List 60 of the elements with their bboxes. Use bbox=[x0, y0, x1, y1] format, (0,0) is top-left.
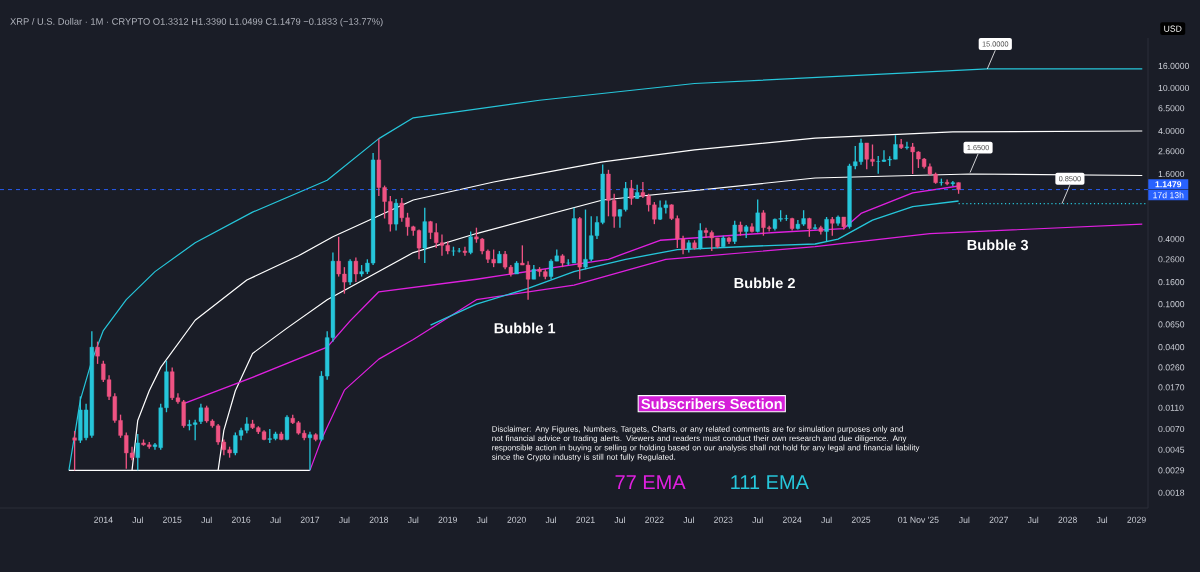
x-tick-label: 2024 bbox=[782, 516, 802, 523]
x-tick-label: 2023 bbox=[714, 516, 733, 523]
y-tick-label: 2.6000 bbox=[1158, 148, 1185, 155]
y-tick-label: 0.1000 bbox=[1158, 301, 1185, 308]
y-tick-label: 16.0000 bbox=[1158, 62, 1190, 69]
y-axis-title: USD bbox=[1164, 25, 1182, 32]
text: 77 EMA bbox=[615, 475, 686, 490]
y-tick-label: 4.0000 bbox=[1158, 127, 1185, 135]
x-tick-label: Jul bbox=[338, 516, 350, 524]
chart-title: XRP / U.S. Dollar · 1M · CRYPTO O1.3312 H1.3390 L1.0499 C1.1479 −0.1833 (−13.77%) bbox=[10, 17, 383, 27]
ref-line-label: 1.1479 bbox=[1155, 181, 1182, 188]
x-tick-label: Jul bbox=[683, 516, 694, 524]
annotation: Disclaimer: Any Figures, Numbers, Targets, Charts, or any related comments are for simulation purposes only and not financial advice or trading alerts. Viewers and readers must conduct their own research and due diligence. Any responsible action in buying or selling or holding based on our analysis shall not hold for any legal and financial liability since the Crypto industry is still not fully Regulated. bbox=[491, 425, 920, 462]
x-tick-label: 2021 bbox=[576, 516, 595, 523]
text: 17d 13h bbox=[1153, 191, 1184, 199]
x-tick-label: Jul bbox=[1027, 516, 1039, 524]
x-tick-label: Jul bbox=[752, 516, 763, 524]
x-tick-label: Jul bbox=[821, 516, 832, 524]
x-tick-label: Jul bbox=[407, 516, 419, 524]
x-tick-label: Jul bbox=[132, 516, 143, 524]
x-tick-label: 01 Nov '25 bbox=[898, 516, 939, 523]
x-tick-label: 2019 bbox=[438, 516, 457, 523]
x-tick-label: Jul bbox=[1096, 516, 1108, 524]
x-tick-label: 2016 bbox=[231, 516, 251, 523]
annotation: Bubble 3 bbox=[967, 239, 1029, 251]
y-tick-label: 0.0029 bbox=[1158, 467, 1185, 474]
text: 111 EMA bbox=[731, 475, 809, 490]
x-tick-label: Jul bbox=[958, 516, 970, 524]
x-tick-label: Jul bbox=[614, 516, 625, 524]
x-tick-label: 2017 bbox=[300, 516, 320, 523]
x-tick-label: Jul bbox=[270, 516, 281, 524]
y-tick-label: 0.2600 bbox=[1158, 256, 1185, 263]
y-tick-label: 0.0170 bbox=[1158, 384, 1185, 391]
y-tick-label: 0.0650 bbox=[1158, 321, 1185, 328]
annotation: Subscribers Section bbox=[641, 398, 782, 410]
x-tick-label: 2027 bbox=[989, 516, 1008, 523]
x-tick-label: Jul bbox=[545, 516, 556, 524]
x-tick-label: Jul bbox=[201, 516, 212, 524]
y-tick-label: 0.0110 bbox=[1158, 404, 1184, 411]
y-tick-label: 0.0018 bbox=[1158, 489, 1185, 496]
annotation: Bubble 1 bbox=[494, 322, 556, 334]
y-tick-label: 6.5000 bbox=[1158, 105, 1185, 112]
y-tick-label: 0.0400 bbox=[1158, 344, 1185, 351]
x-tick-label: 2014 bbox=[94, 516, 113, 523]
x-tick-label: 2015 bbox=[163, 516, 182, 523]
y-tick-label: 0.4000 bbox=[1158, 236, 1185, 243]
x-tick-label: 2029 bbox=[1127, 516, 1146, 523]
x-tick-label: 2028 bbox=[1058, 516, 1077, 523]
y-tick-label: 1.6000 bbox=[1158, 170, 1185, 178]
y-tick-label: 0.1600 bbox=[1158, 279, 1185, 286]
x-tick-label: 2022 bbox=[645, 516, 664, 523]
annotation: Bubble 2 bbox=[734, 277, 795, 289]
y-tick-label: 0.0260 bbox=[1158, 364, 1185, 371]
x-tick-label: 2020 bbox=[507, 516, 526, 523]
x-tick-label: 2025 bbox=[851, 516, 871, 523]
y-tick-label: 0.0045 bbox=[1158, 446, 1185, 453]
x-tick-label: 2018 bbox=[369, 516, 389, 523]
x-tick-label: Jul bbox=[476, 516, 488, 524]
y-tick-label: 0.0070 bbox=[1158, 425, 1185, 433]
y-tick-label: 10.0000 bbox=[1158, 84, 1190, 92]
